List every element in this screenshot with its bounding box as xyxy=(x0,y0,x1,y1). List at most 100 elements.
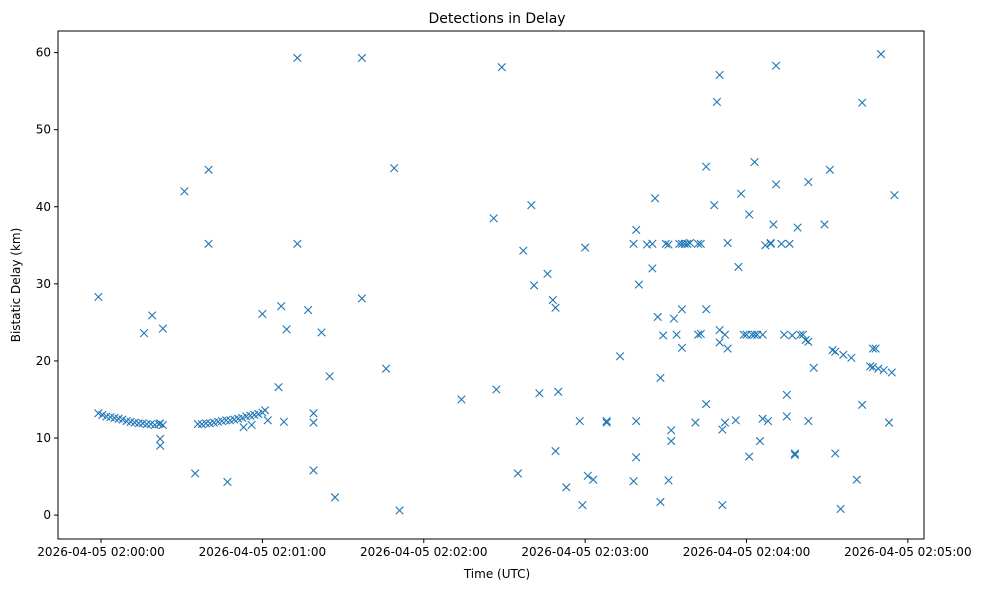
data-point xyxy=(866,362,875,371)
data-point xyxy=(634,280,644,289)
data-point xyxy=(602,418,611,427)
data-point xyxy=(543,269,552,279)
data-point xyxy=(820,220,829,229)
data-point xyxy=(580,243,590,252)
y-tick-label: 20 xyxy=(36,354,51,368)
x-tick-2: 2026-04-05 02:02:00 xyxy=(360,539,487,559)
data-point xyxy=(632,225,641,235)
data-point xyxy=(723,238,732,248)
data-point xyxy=(884,418,894,427)
data-point xyxy=(492,385,501,394)
data-point xyxy=(887,368,896,377)
data-point xyxy=(847,353,856,363)
data-point xyxy=(685,238,695,248)
data-point xyxy=(239,423,248,432)
x-tick-3: 2026-04-05 02:03:00 xyxy=(521,539,649,559)
data-point xyxy=(632,416,641,426)
data-point xyxy=(656,373,665,383)
data-point xyxy=(739,330,748,339)
y-tick-label: 50 xyxy=(36,123,51,137)
data-point xyxy=(632,453,641,462)
data-point xyxy=(274,382,283,392)
data-point xyxy=(648,264,657,273)
data-point xyxy=(317,328,326,337)
data-point xyxy=(720,330,730,339)
data-point xyxy=(615,352,625,361)
data-point xyxy=(804,337,813,346)
data-point xyxy=(658,331,668,340)
y-axis-ticks: 0 10 20 30 40 50 60 xyxy=(36,46,58,522)
data-point xyxy=(758,330,767,339)
data-point xyxy=(575,416,584,426)
data-point xyxy=(309,466,318,475)
data-point xyxy=(653,312,662,322)
data-point xyxy=(750,157,759,167)
chart-title: Detections in Delay xyxy=(428,11,565,27)
data-point xyxy=(134,419,143,428)
data-point xyxy=(221,416,231,425)
data-point xyxy=(519,246,528,255)
data-point xyxy=(701,399,711,409)
data-point xyxy=(551,303,560,312)
x-tick-label: 2026-04-05 02:04:00 xyxy=(683,545,810,559)
data-point xyxy=(734,262,743,272)
data-point xyxy=(158,420,168,430)
data-point xyxy=(804,177,813,187)
x-axis-ticks: 2026-04-05 02:00:00 2026-04-05 02:01:00 20… xyxy=(37,539,972,559)
data-point xyxy=(282,325,291,334)
y-tick-label: 60 xyxy=(36,46,51,60)
data-point xyxy=(790,450,800,460)
data-point xyxy=(650,194,660,203)
data-point xyxy=(879,365,888,375)
data-point xyxy=(309,409,318,418)
data-point xyxy=(201,419,211,428)
data-point xyxy=(667,436,676,446)
y-tick-label: 10 xyxy=(36,431,51,445)
data-point xyxy=(868,344,878,353)
data-point xyxy=(723,344,732,353)
data-point xyxy=(672,330,681,339)
data-point xyxy=(551,446,560,456)
data-point xyxy=(755,436,765,446)
data-point xyxy=(193,419,203,429)
data-point xyxy=(852,475,861,484)
data-point xyxy=(158,324,168,333)
data-point xyxy=(839,350,848,359)
data-point xyxy=(293,53,302,63)
data-point xyxy=(720,418,730,427)
data-point xyxy=(766,238,775,248)
data-point xyxy=(857,400,867,410)
data-point xyxy=(871,344,880,353)
data-point xyxy=(489,214,498,223)
y-tick-0: 0 xyxy=(43,508,58,522)
data-point xyxy=(513,469,523,478)
y-tick-label: 30 xyxy=(36,277,51,291)
data-point xyxy=(763,416,773,426)
data-point xyxy=(156,419,165,428)
data-point xyxy=(554,387,563,396)
data-point xyxy=(562,483,571,492)
data-point xyxy=(147,311,157,320)
x-tick-label: 2026-04-05 02:05:00 xyxy=(844,545,971,559)
data-point xyxy=(223,477,232,487)
data-point xyxy=(260,406,270,415)
data-point xyxy=(769,220,778,229)
data-point xyxy=(664,240,673,249)
data-point xyxy=(701,162,711,171)
data-point xyxy=(204,165,213,174)
data-point xyxy=(761,241,770,250)
data-point xyxy=(204,239,213,248)
data-point xyxy=(710,201,719,210)
data-point xyxy=(758,414,767,423)
data-point xyxy=(731,416,740,425)
data-point xyxy=(578,500,587,510)
data-point xyxy=(277,302,286,311)
data-point xyxy=(788,331,797,340)
y-tick-1: 10 xyxy=(36,431,58,445)
data-point xyxy=(156,434,165,443)
data-point xyxy=(825,165,835,174)
data-point xyxy=(782,390,792,400)
data-point xyxy=(303,305,313,315)
